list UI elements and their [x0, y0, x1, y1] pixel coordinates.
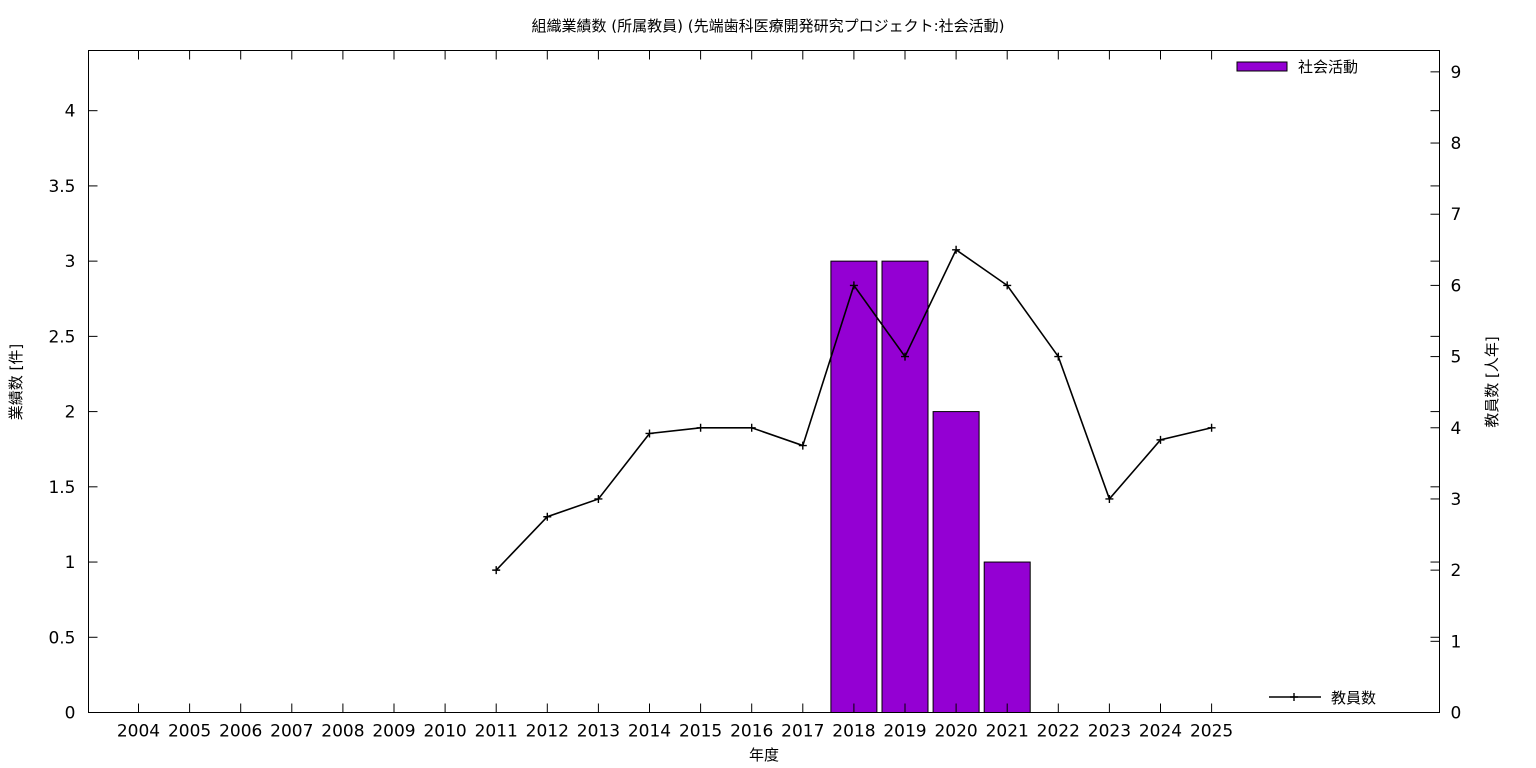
- right-tick-label: 1: [1451, 632, 1462, 652]
- left-tick-label: 4: [65, 102, 76, 122]
- legend-line-marker: [1290, 693, 1298, 701]
- left-tick-label: 0: [65, 704, 76, 724]
- x-tick-label: 2014: [628, 722, 671, 742]
- x-tick-label: 2022: [1037, 722, 1080, 742]
- faculty-point-2021: [1003, 281, 1012, 290]
- legend-bars: 社会活動: [1236, 58, 1358, 76]
- left-tick-label: 1.5: [48, 478, 75, 498]
- right-tick-label: 5: [1451, 348, 1462, 368]
- x-tick-label: 2004: [117, 722, 160, 742]
- faculty-point-2024: [1156, 435, 1165, 444]
- left-tick-label: 1: [65, 553, 76, 573]
- x-axis-label: 年度: [749, 746, 779, 764]
- x-tick-label: 2012: [526, 722, 569, 742]
- x-tick-label: 2021: [986, 722, 1029, 742]
- legend-line-label: 教員数: [1331, 689, 1376, 707]
- chart-title: 組織業績数 (所属教員) (先端歯科医療開発研究プロジェクト:社会活動): [531, 17, 1004, 35]
- x-tick-label: 2023: [1088, 722, 1131, 742]
- faculty-point-2017: [798, 441, 807, 450]
- left-tick-label: 2.5: [48, 327, 75, 347]
- x-tick-label: 2016: [730, 722, 773, 742]
- left-tick-label: 2: [65, 403, 76, 423]
- faculty-point-2011: [492, 566, 501, 575]
- left-tick-label: 3.5: [48, 177, 75, 197]
- x-tick-label: 2009: [372, 722, 415, 742]
- x-tick-label: 2013: [577, 722, 620, 742]
- x-tick-label: 2007: [270, 722, 313, 742]
- x-tick-label: 2025: [1190, 722, 1233, 742]
- x-tick-label: 2005: [168, 722, 211, 742]
- faculty-point-2013: [594, 494, 603, 503]
- legend-bar-swatch: [1236, 61, 1288, 72]
- x-tick-label: 2019: [883, 722, 926, 742]
- x-tick-label: 2017: [781, 722, 824, 742]
- bar-2019: [881, 260, 929, 713]
- x-tick-label: 2011: [475, 722, 518, 742]
- faculty-point-2014: [645, 429, 654, 438]
- y2-axis-label: 教員数 [人年]: [1483, 336, 1501, 427]
- plot-frame: [88, 50, 1440, 713]
- faculty-point-2015: [696, 423, 705, 432]
- faculty-point-2025: [1207, 423, 1216, 432]
- x-tick-label: 2010: [423, 722, 466, 742]
- x-tick-label: 2008: [321, 722, 364, 742]
- x-tick-label: 2006: [219, 722, 262, 742]
- x-tick-label: 2024: [1139, 722, 1182, 742]
- bar-2020: [932, 411, 980, 713]
- left-tick-label: 3: [65, 252, 76, 272]
- faculty-point-2016: [747, 423, 756, 432]
- bars-layer: [830, 260, 1031, 714]
- right-tick-label: 7: [1451, 205, 1462, 225]
- x-tick-label: 2015: [679, 722, 722, 742]
- left-tick-label: 0.5: [48, 628, 75, 648]
- right-tick-label: 9: [1451, 63, 1462, 83]
- bar-2021: [983, 561, 1031, 714]
- right-tick-label: 3: [1451, 490, 1462, 510]
- faculty-point-2022: [1054, 352, 1063, 361]
- right-tick-label: 8: [1451, 134, 1462, 154]
- faculty-point-2023: [1105, 494, 1114, 503]
- x-tick-label: 2018: [832, 722, 875, 742]
- faculty-point-2019: [901, 352, 909, 361]
- legend-bar-label: 社会活動: [1298, 58, 1358, 76]
- bar-2018: [830, 260, 878, 713]
- legend-line: 教員数: [1269, 689, 1376, 707]
- line-layer: [492, 245, 1216, 575]
- left-axis: 0 0.5 1 1.5 2 2.5 3 3.5 4: [48, 102, 1440, 724]
- faculty-point-2012: [543, 512, 552, 521]
- right-axis: 0 1 2 3 4 5 6 7 8 9: [1430, 63, 1462, 724]
- right-tick-label: 2: [1451, 561, 1462, 581]
- x-tick-label: 2020: [934, 722, 977, 742]
- right-tick-label: 0: [1451, 704, 1462, 724]
- faculty-point-2018: [849, 281, 858, 290]
- x-axis: 2004 2005 2006 2007 2008 2009 2010 2011 2012 2013…: [117, 50, 1233, 742]
- right-tick-label: 4: [1451, 419, 1462, 439]
- y-axis-label: 業績数 [件]: [7, 344, 25, 420]
- right-tick-label: 6: [1451, 276, 1462, 296]
- faculty-point-2020: [952, 245, 961, 254]
